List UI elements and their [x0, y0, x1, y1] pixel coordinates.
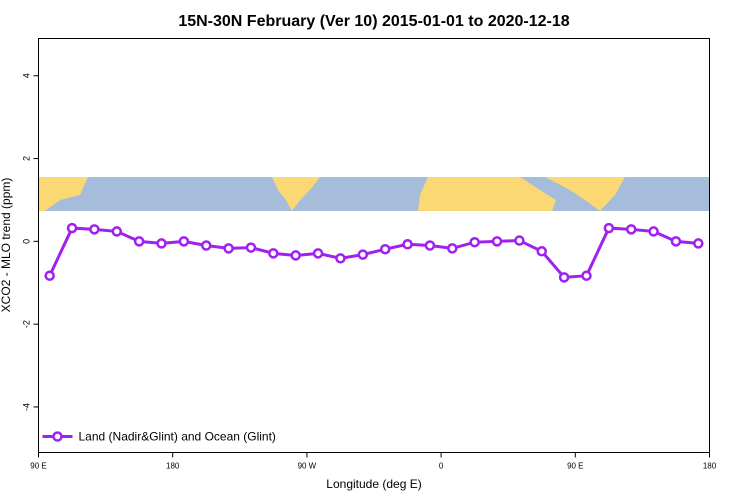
series-point	[402, 239, 413, 250]
y-tick-label: -4	[22, 403, 32, 411]
y-tick-label: 4	[22, 73, 32, 78]
series-point	[156, 238, 167, 249]
legend-marker	[52, 431, 63, 442]
y-axis-label: XCO2 - MLO trend (ppm)	[0, 178, 13, 313]
x-tick-label: 180	[166, 462, 180, 471]
series-point	[670, 236, 682, 247]
x-tick-label: 90 W	[298, 462, 317, 471]
series-point	[268, 248, 279, 259]
map-band	[39, 177, 709, 211]
series-point	[558, 272, 570, 283]
series-point	[469, 236, 480, 248]
series-point	[44, 270, 55, 281]
series-point	[693, 238, 704, 249]
x-axis-label: Longitude (deg E)	[326, 477, 421, 491]
series-point	[379, 243, 391, 255]
series-point	[424, 240, 436, 251]
x-tick-label: 90 E	[567, 462, 583, 471]
series-point	[357, 249, 369, 260]
plot-frame	[38, 38, 710, 453]
series-point	[89, 224, 100, 235]
series-point	[603, 222, 615, 234]
series-point	[536, 246, 547, 257]
y-tick-label: 2	[22, 156, 32, 161]
y-tick-label: 0	[22, 239, 32, 244]
series-point	[66, 222, 78, 234]
series-point	[201, 240, 212, 251]
x-tick-label: 180	[703, 462, 717, 471]
series-point	[491, 236, 503, 247]
x-tick-label: 0	[439, 462, 444, 471]
series-point	[447, 243, 458, 254]
series-point	[514, 235, 525, 246]
series-point	[312, 248, 324, 259]
chart-title: 15N-30N February (Ver 10) 2015-01-01 to …	[178, 13, 569, 30]
series-point	[245, 242, 257, 253]
series-point	[625, 224, 637, 235]
series-point	[290, 250, 301, 261]
series-line	[48, 226, 699, 279]
series-point	[178, 236, 190, 247]
y-tick-label: -2	[22, 320, 32, 328]
series-point	[335, 253, 346, 264]
x-tick-label: 90 E	[30, 462, 46, 471]
series-point	[648, 226, 659, 237]
series-point	[133, 236, 145, 247]
series-point	[111, 226, 123, 237]
legend-label: Land (Nadir&Glint) and Ocean (Glint)	[79, 430, 276, 444]
series-point	[223, 243, 234, 254]
series-point	[581, 270, 592, 281]
